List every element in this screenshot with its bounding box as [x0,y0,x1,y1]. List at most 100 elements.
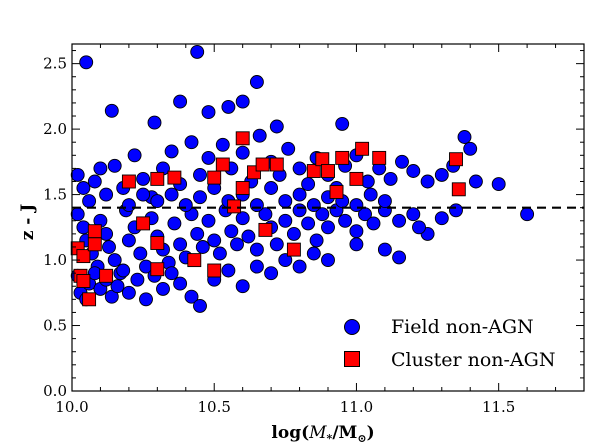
cluster-point [258,222,273,237]
field-point [292,187,307,202]
cluster-point [207,263,222,278]
cluster-point [76,249,91,264]
field-point [264,181,279,195]
cluster-point [349,171,364,186]
field-point [235,211,250,226]
field-point [315,207,330,222]
cluster-series [70,131,466,307]
field-point [201,150,216,165]
cluster-point [167,170,182,185]
field-point [249,75,264,89]
field-point [173,237,188,252]
field-point [167,216,182,231]
field-point [130,272,145,287]
field-point [281,141,296,156]
y-axis-title: z - J [18,204,38,241]
legend-cluster-label: Cluster non-AGN [391,349,555,371]
x-tick-label: 11.5 [482,398,515,416]
field-point [278,194,293,209]
field-point [264,266,279,281]
cluster-point [355,141,370,156]
field-point [70,167,85,182]
field-point [190,226,205,241]
y-tick-label: 0.5 [43,317,67,335]
field-point [107,158,122,173]
cluster-point [150,236,165,250]
field-point [420,174,435,189]
x-tick-label: 10.0 [55,398,88,416]
field-point [249,198,264,213]
field-point [306,198,321,213]
field-point [178,198,193,213]
field-point [269,119,284,134]
field-point [252,128,267,143]
cluster-point [227,199,242,214]
field-point [468,174,483,189]
field-point [76,181,91,195]
field-point [349,224,364,239]
field-point [278,213,293,228]
cluster-point [235,131,250,146]
field-point [301,177,316,192]
field-point [164,187,179,202]
field-point [99,187,114,202]
field-point [221,263,236,278]
legend: Field non-AGN Cluster non-AGN [344,316,555,371]
field-point [235,145,250,160]
field-point [395,154,409,169]
cluster-point [306,164,321,178]
field-point [292,259,307,274]
field-point [102,240,116,254]
field-point [127,148,142,163]
field-point [164,266,179,281]
field-point [235,94,250,109]
field-point [392,213,407,228]
cluster-point [372,150,387,165]
cluster-point [99,268,114,283]
legend-field-label: Field non-AGN [391,316,534,338]
field-point [457,130,472,144]
field-point [215,137,230,152]
field-point [110,279,125,294]
field-point [366,216,381,231]
field-point [201,105,216,120]
field-point [173,94,188,109]
field-point [201,213,216,228]
field-point [121,233,136,248]
field-point [224,224,239,239]
y-tick-label: 1.0 [43,251,67,269]
field-point [193,167,207,182]
cluster-point [255,157,270,172]
x-axis-title: log(M*/M⊙) [271,423,374,445]
field-point [520,207,535,222]
field-point [136,187,151,202]
cluster-point [187,253,202,268]
cluster-point [150,171,165,186]
cluster-point [87,224,102,239]
cluster-point [451,182,466,197]
cluster-point [235,181,250,195]
field-point [286,226,301,241]
field-point [292,203,307,218]
field-point [377,194,392,209]
field-point [306,246,321,261]
cluster-point [269,157,284,172]
field-point [309,233,324,248]
field-point [121,285,136,300]
field-point [463,141,478,156]
cluster-point [87,237,102,252]
cluster-point [82,292,97,307]
field-point [449,203,463,218]
cluster-point [329,185,344,199]
field-point [221,99,236,114]
x-tick-label: 10.5 [198,398,231,416]
field-point [70,207,85,222]
field-point [434,167,449,182]
field-point [193,298,207,313]
legend-field-marker [344,319,360,335]
field-point [349,198,364,213]
field-point [164,144,179,159]
field-point [292,161,307,176]
field-point [107,253,122,268]
